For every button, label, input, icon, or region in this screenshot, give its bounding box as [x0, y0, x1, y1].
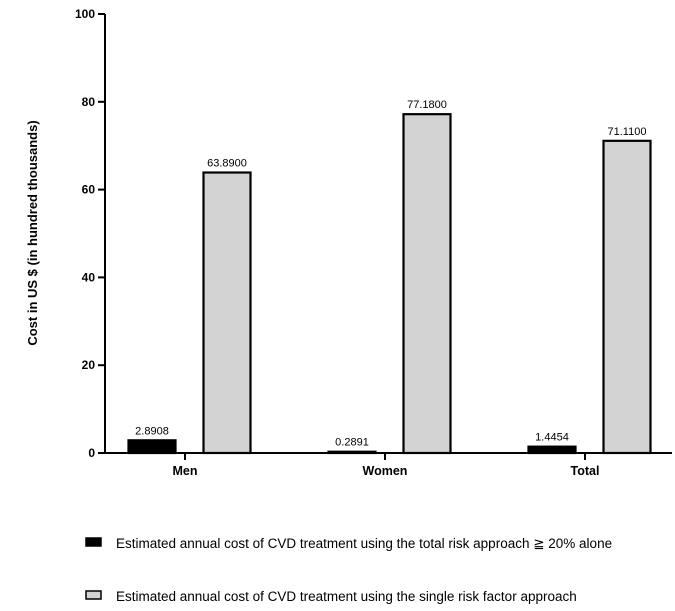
y-axis-title: Cost in US $ (in hundred thousands) [25, 120, 40, 345]
bar-men-series-1 [127, 439, 177, 455]
bars: 2.8908 63.8900 0.2891 77.1800 1.4454 71.1100 [127, 99, 652, 455]
data-label: 77.1800 [407, 99, 447, 111]
y-tick-label: 0 [88, 446, 95, 460]
legend: Estimated annual cost of CVD treatment u… [85, 536, 612, 604]
bar-total-series-1 [527, 445, 577, 455]
x-category-label: Total [571, 464, 600, 478]
data-label: 63.8900 [207, 158, 247, 170]
legend-label-series-2: Estimated annual cost of CVD treatment u… [116, 589, 577, 604]
legend-swatch-series-1 [85, 537, 102, 547]
axes: 0 20 40 60 80 100 Men Women Total [75, 7, 672, 478]
y-tick-label: 60 [82, 183, 96, 197]
y-tick-label: 40 [82, 270, 96, 284]
bar-total-series-2 [602, 139, 652, 455]
data-label: 71.1100 [608, 126, 647, 138]
x-category-label: Women [363, 464, 408, 478]
y-tick-label: 20 [82, 358, 96, 372]
y-tick-label: 100 [75, 7, 95, 21]
legend-swatch-series-2 [85, 590, 102, 600]
data-label: 0.2891 [335, 437, 369, 449]
legend-label-series-1: Estimated annual cost of CVD treatment u… [116, 536, 612, 551]
bar-men-series-2 [202, 171, 252, 455]
x-category-label: Men [173, 464, 198, 478]
y-tick-label: 80 [82, 95, 96, 109]
bar-women-series-2 [402, 113, 452, 455]
data-label: 2.8908 [135, 425, 169, 437]
data-label: 1.4454 [535, 432, 569, 444]
bar-women-series-1 [327, 450, 377, 455]
